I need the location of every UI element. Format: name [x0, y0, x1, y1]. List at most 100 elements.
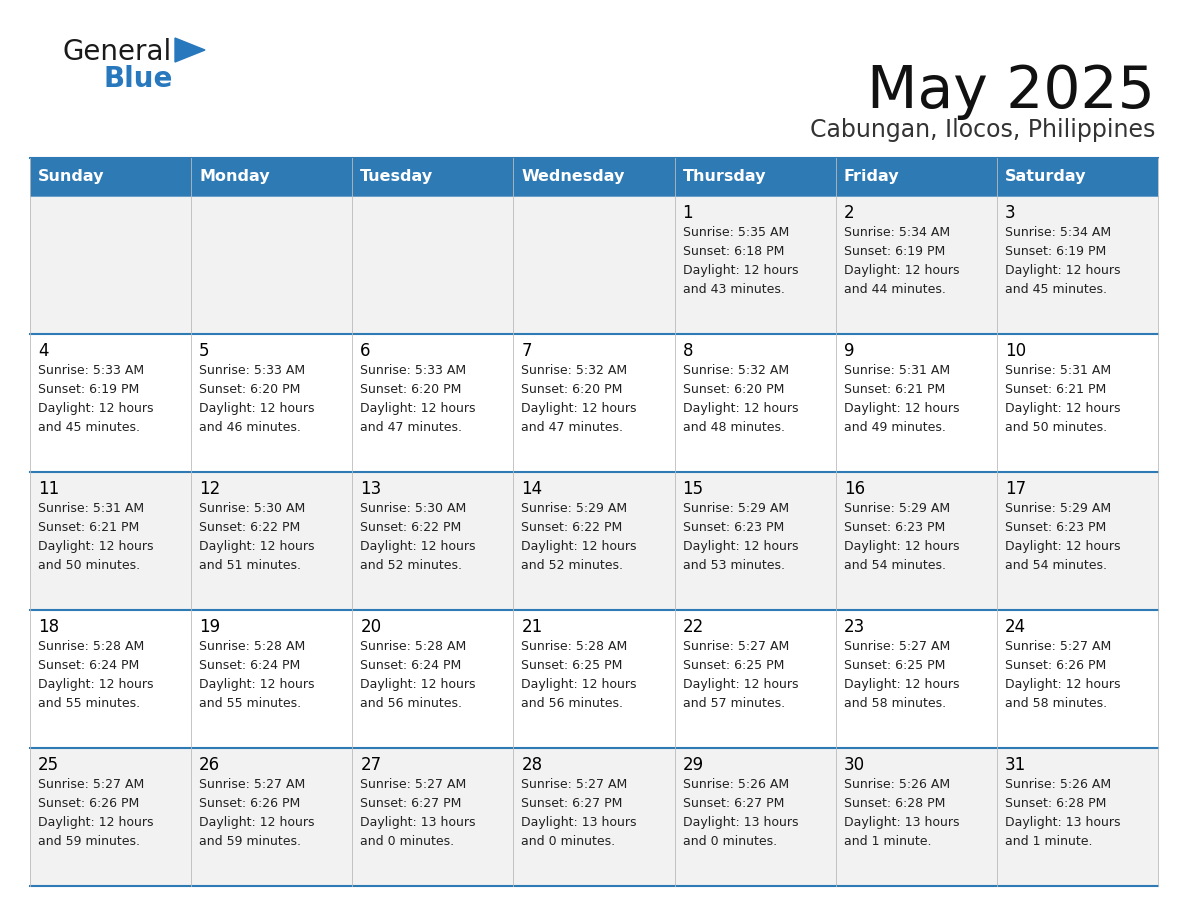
Text: Daylight: 12 hours: Daylight: 12 hours: [38, 402, 153, 415]
Text: Daylight: 13 hours: Daylight: 13 hours: [843, 816, 959, 829]
Bar: [513, 472, 675, 610]
Text: 15: 15: [683, 480, 703, 498]
Text: and 1 minute.: and 1 minute.: [843, 835, 931, 848]
Text: Cabungan, Ilocos, Philippines: Cabungan, Ilocos, Philippines: [810, 118, 1155, 142]
Text: 7: 7: [522, 342, 532, 360]
Text: Daylight: 12 hours: Daylight: 12 hours: [683, 678, 798, 691]
Text: Sunrise: 5:32 AM: Sunrise: 5:32 AM: [683, 364, 789, 377]
Text: Sunrise: 5:29 AM: Sunrise: 5:29 AM: [683, 502, 789, 515]
Bar: [513, 748, 675, 886]
Text: 11: 11: [38, 480, 59, 498]
Bar: [191, 610, 353, 748]
Text: Sunday: Sunday: [38, 170, 105, 185]
Text: 29: 29: [683, 756, 703, 774]
Bar: [997, 158, 1158, 196]
Text: and 0 minutes.: and 0 minutes.: [522, 835, 615, 848]
Text: 8: 8: [683, 342, 693, 360]
Text: and 47 minutes.: and 47 minutes.: [522, 421, 624, 434]
Bar: [191, 472, 353, 610]
Text: 10: 10: [1005, 342, 1026, 360]
Text: Sunrise: 5:27 AM: Sunrise: 5:27 AM: [522, 778, 627, 791]
Text: Sunrise: 5:26 AM: Sunrise: 5:26 AM: [1005, 778, 1111, 791]
Bar: [353, 196, 513, 334]
Text: Daylight: 12 hours: Daylight: 12 hours: [1005, 264, 1120, 277]
Text: and 54 minutes.: and 54 minutes.: [843, 559, 946, 572]
Polygon shape: [175, 38, 206, 62]
Text: and 43 minutes.: and 43 minutes.: [683, 283, 784, 296]
Text: and 52 minutes.: and 52 minutes.: [522, 559, 624, 572]
Text: Daylight: 12 hours: Daylight: 12 hours: [683, 402, 798, 415]
Text: Sunset: 6:26 PM: Sunset: 6:26 PM: [1005, 659, 1106, 672]
Text: and 45 minutes.: and 45 minutes.: [1005, 283, 1107, 296]
Text: Sunset: 6:28 PM: Sunset: 6:28 PM: [1005, 797, 1106, 810]
Text: Sunrise: 5:32 AM: Sunrise: 5:32 AM: [522, 364, 627, 377]
Text: Sunset: 6:19 PM: Sunset: 6:19 PM: [843, 245, 944, 258]
Text: Sunset: 6:23 PM: Sunset: 6:23 PM: [843, 521, 944, 534]
Text: 6: 6: [360, 342, 371, 360]
Text: Sunset: 6:24 PM: Sunset: 6:24 PM: [200, 659, 301, 672]
Text: 3: 3: [1005, 204, 1016, 222]
Text: and 55 minutes.: and 55 minutes.: [200, 697, 302, 710]
Text: Daylight: 13 hours: Daylight: 13 hours: [522, 816, 637, 829]
Text: 9: 9: [843, 342, 854, 360]
Text: Sunrise: 5:33 AM: Sunrise: 5:33 AM: [38, 364, 144, 377]
Text: Sunrise: 5:28 AM: Sunrise: 5:28 AM: [38, 640, 144, 653]
Text: 28: 28: [522, 756, 543, 774]
Text: Sunset: 6:27 PM: Sunset: 6:27 PM: [522, 797, 623, 810]
Text: Sunrise: 5:30 AM: Sunrise: 5:30 AM: [200, 502, 305, 515]
Bar: [997, 196, 1158, 334]
Text: General: General: [62, 38, 171, 66]
Text: 12: 12: [200, 480, 221, 498]
Text: Sunrise: 5:31 AM: Sunrise: 5:31 AM: [38, 502, 144, 515]
Text: and 51 minutes.: and 51 minutes.: [200, 559, 301, 572]
Text: Daylight: 12 hours: Daylight: 12 hours: [38, 816, 153, 829]
Text: Sunrise: 5:26 AM: Sunrise: 5:26 AM: [843, 778, 950, 791]
Text: Sunrise: 5:27 AM: Sunrise: 5:27 AM: [683, 640, 789, 653]
Text: Sunset: 6:27 PM: Sunset: 6:27 PM: [683, 797, 784, 810]
Text: Daylight: 12 hours: Daylight: 12 hours: [360, 402, 475, 415]
Bar: [353, 334, 513, 472]
Text: Sunset: 6:22 PM: Sunset: 6:22 PM: [360, 521, 461, 534]
Text: Sunset: 6:28 PM: Sunset: 6:28 PM: [843, 797, 946, 810]
Text: Sunset: 6:26 PM: Sunset: 6:26 PM: [200, 797, 301, 810]
Text: Daylight: 12 hours: Daylight: 12 hours: [200, 678, 315, 691]
Text: Daylight: 13 hours: Daylight: 13 hours: [360, 816, 475, 829]
Text: Wednesday: Wednesday: [522, 170, 625, 185]
Text: Sunset: 6:22 PM: Sunset: 6:22 PM: [200, 521, 301, 534]
Bar: [997, 748, 1158, 886]
Text: and 55 minutes.: and 55 minutes.: [38, 697, 140, 710]
Text: Sunset: 6:19 PM: Sunset: 6:19 PM: [38, 383, 139, 396]
Text: 16: 16: [843, 480, 865, 498]
Bar: [997, 472, 1158, 610]
Text: and 58 minutes.: and 58 minutes.: [1005, 697, 1107, 710]
Bar: [835, 748, 997, 886]
Text: and 44 minutes.: and 44 minutes.: [843, 283, 946, 296]
Text: Daylight: 13 hours: Daylight: 13 hours: [683, 816, 798, 829]
Text: 30: 30: [843, 756, 865, 774]
Text: and 48 minutes.: and 48 minutes.: [683, 421, 784, 434]
Text: 24: 24: [1005, 618, 1026, 636]
Text: 14: 14: [522, 480, 543, 498]
Text: 18: 18: [38, 618, 59, 636]
Bar: [675, 610, 835, 748]
Text: Sunset: 6:25 PM: Sunset: 6:25 PM: [522, 659, 623, 672]
Bar: [30, 748, 191, 886]
Text: Daylight: 12 hours: Daylight: 12 hours: [843, 264, 959, 277]
Text: and 59 minutes.: and 59 minutes.: [200, 835, 301, 848]
Bar: [835, 196, 997, 334]
Text: Sunrise: 5:31 AM: Sunrise: 5:31 AM: [843, 364, 950, 377]
Bar: [30, 610, 191, 748]
Text: and 54 minutes.: and 54 minutes.: [1005, 559, 1107, 572]
Text: 13: 13: [360, 480, 381, 498]
Text: 21: 21: [522, 618, 543, 636]
Text: Sunrise: 5:29 AM: Sunrise: 5:29 AM: [843, 502, 950, 515]
Text: Sunset: 6:24 PM: Sunset: 6:24 PM: [360, 659, 461, 672]
Text: Sunset: 6:25 PM: Sunset: 6:25 PM: [843, 659, 946, 672]
Text: Sunrise: 5:29 AM: Sunrise: 5:29 AM: [522, 502, 627, 515]
Text: and 0 minutes.: and 0 minutes.: [683, 835, 777, 848]
Bar: [997, 610, 1158, 748]
Text: Daylight: 12 hours: Daylight: 12 hours: [843, 540, 959, 553]
Text: Blue: Blue: [103, 65, 172, 93]
Bar: [513, 334, 675, 472]
Bar: [191, 158, 353, 196]
